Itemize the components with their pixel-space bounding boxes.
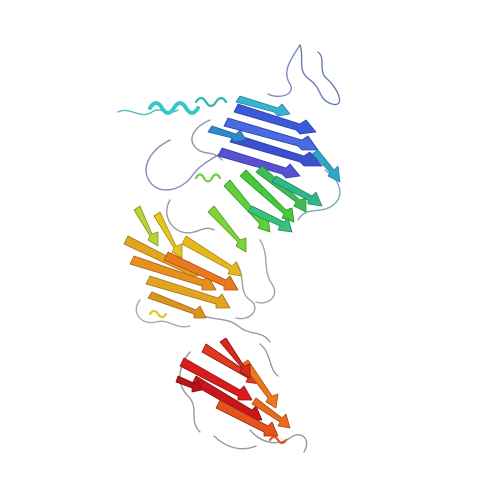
- green-strand-2: [255, 165, 307, 213]
- coil-red-right: [259, 343, 279, 377]
- coil-red-bottom-2: [213, 435, 257, 450]
- red-helix: [268, 435, 288, 445]
- coil-orange-left: [135, 299, 191, 328]
- orange-strand-2: [129, 255, 217, 291]
- green-strand-4: [271, 175, 323, 207]
- blue-strand-2: [223, 117, 319, 151]
- domain-green: [194, 165, 323, 253]
- coil-orange-bridge: [195, 311, 271, 343]
- lime-strand: [133, 205, 159, 247]
- yellow-strand-2: [181, 235, 243, 277]
- domain-red: [175, 337, 291, 445]
- coil-red-bottom: [249, 429, 308, 453]
- orange-strand-3: [145, 275, 231, 309]
- green-strand-6: [247, 205, 293, 233]
- blue-strand-3: [229, 133, 323, 167]
- coil-top-tail-2: [267, 44, 301, 98]
- blue-strand-1: [233, 103, 317, 135]
- yellow-helix: [148, 309, 168, 319]
- coil-top-tail: [299, 44, 341, 106]
- coil-green-left: [166, 199, 215, 234]
- orange-strand-5: [147, 291, 207, 319]
- orange-strand-4: [163, 251, 239, 291]
- coil-green-lower: [255, 239, 276, 304]
- domain-orange-yellow: [123, 205, 243, 319]
- cyan-helix-2: [194, 96, 228, 108]
- green-helix: [194, 173, 222, 183]
- cyan-strand-1: [235, 95, 291, 117]
- green-strand-3: [223, 179, 271, 233]
- yellow-strand-1: [153, 211, 183, 259]
- blue-strand-4: [217, 147, 301, 179]
- domain-blue-cyan: [148, 95, 341, 183]
- red-strand-1: [179, 357, 253, 401]
- red-strand-4: [219, 337, 251, 379]
- cyan-strand-2: [311, 149, 341, 183]
- red-strand-5: [175, 375, 203, 393]
- cyan-helix-1: [148, 101, 200, 115]
- coil-blue-left: [145, 139, 227, 191]
- red-orange-strand-1: [215, 399, 279, 437]
- blue-strand-5: [207, 125, 247, 143]
- green-strand-5: [207, 205, 247, 253]
- coil-blue-inner: [191, 119, 223, 161]
- orange-strand-6: [251, 397, 291, 429]
